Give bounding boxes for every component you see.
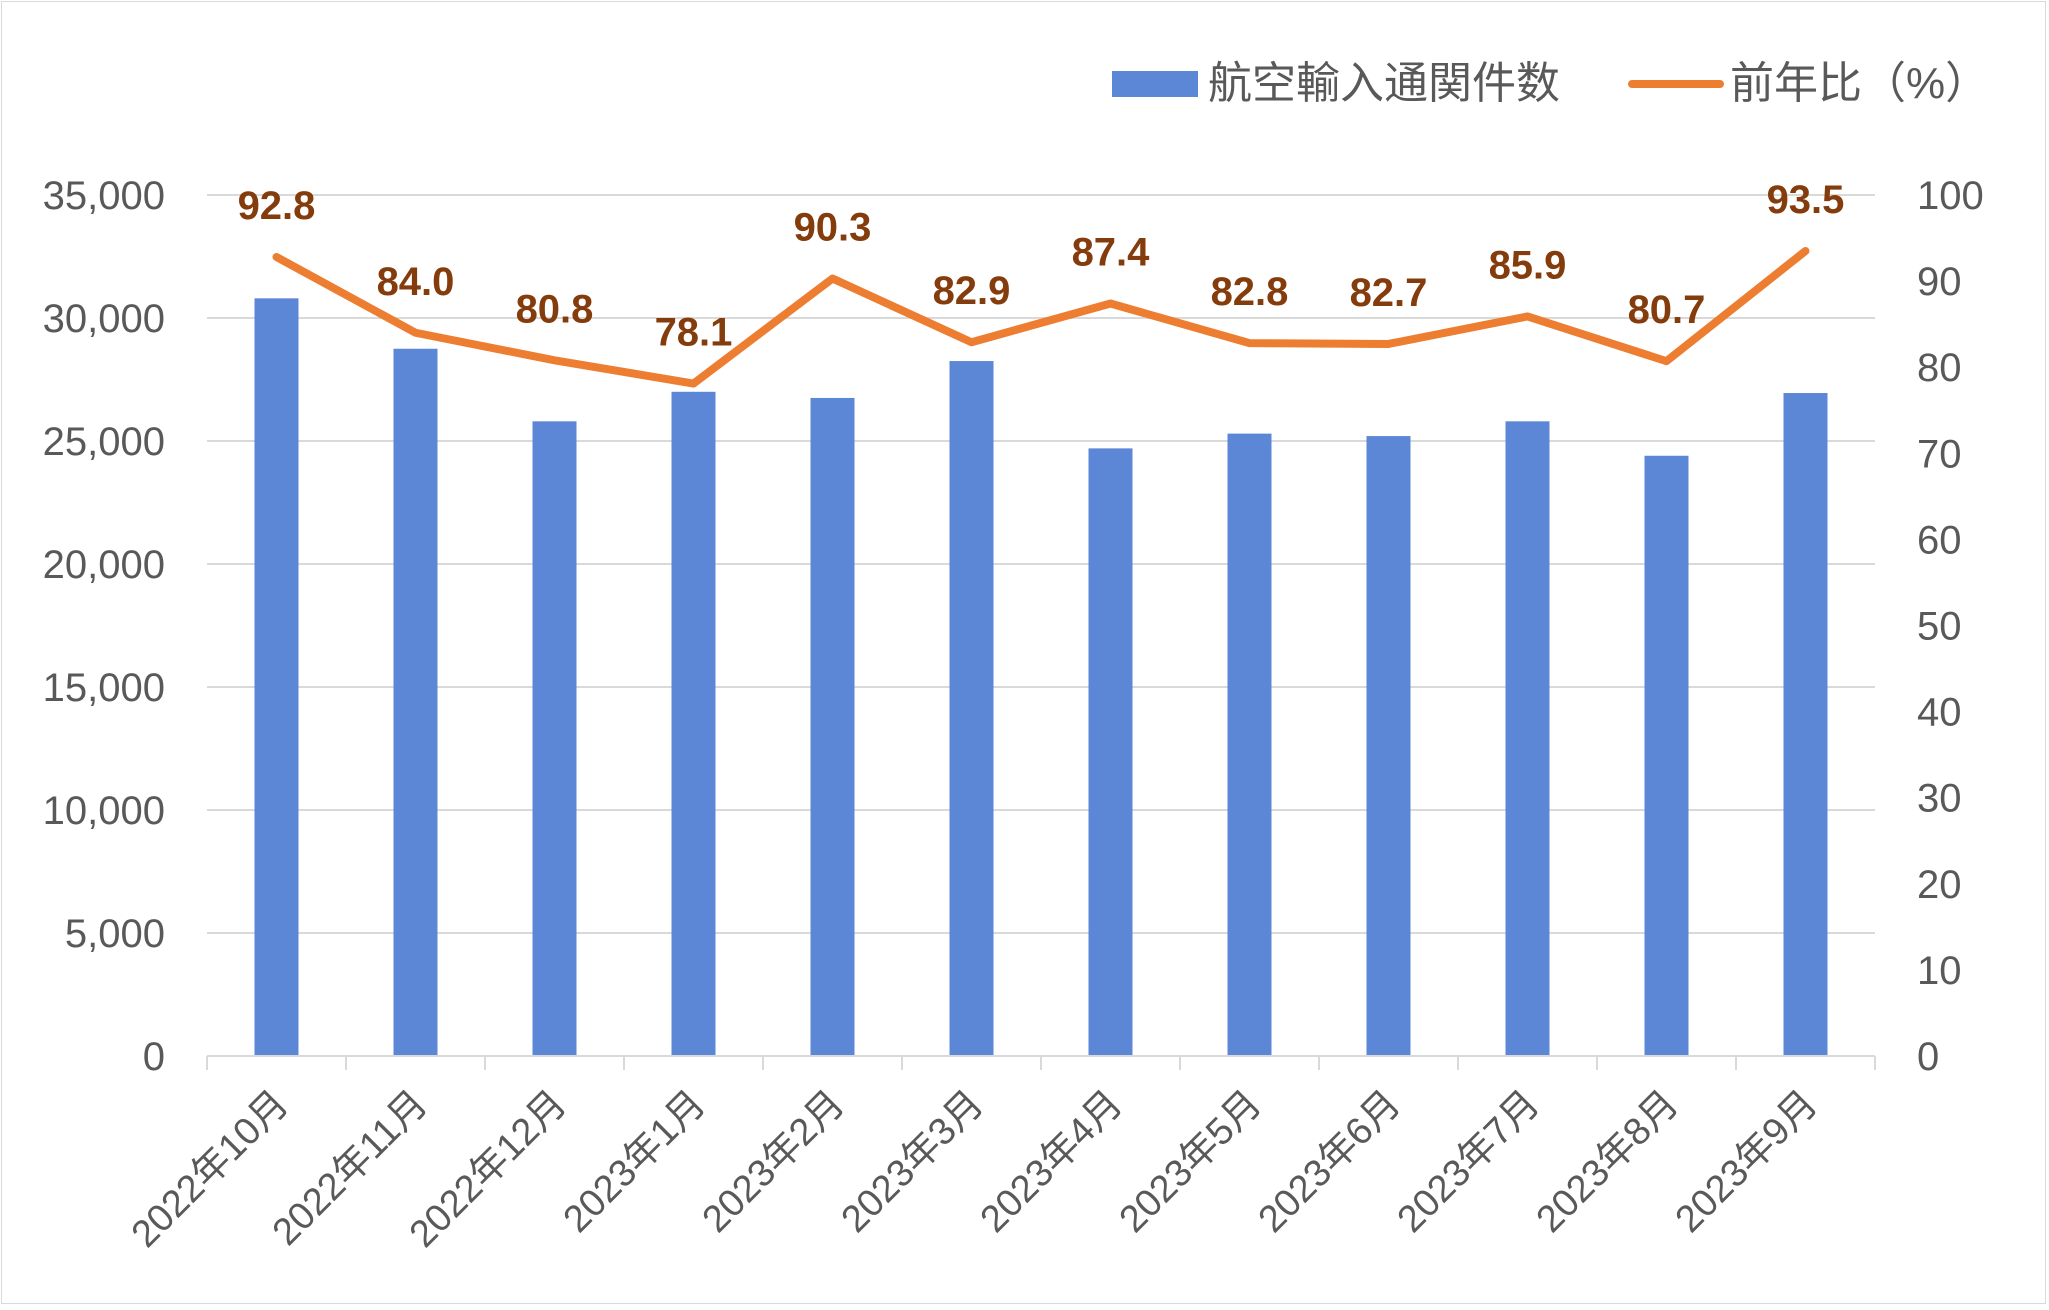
- bar: [949, 361, 994, 1056]
- bar-series: [254, 298, 1828, 1057]
- y-left-tick-label: 5,000: [65, 912, 165, 956]
- data-label: 92.8: [238, 184, 316, 228]
- y-left-tick-label: 30,000: [43, 297, 165, 341]
- bar: [1505, 421, 1550, 1056]
- bar: [254, 298, 299, 1056]
- ratio-line: [272, 246, 1810, 388]
- bar: [393, 348, 438, 1056]
- x-tick-label: 2023年3月: [834, 1083, 992, 1241]
- bar: [1227, 433, 1272, 1056]
- y-right-tick-label: 10: [1917, 949, 1962, 993]
- bar: [810, 397, 855, 1056]
- data-label: 93.5: [1767, 178, 1845, 222]
- y-right-tick-label: 70: [1917, 432, 1962, 476]
- x-tick-label: 2023年4月: [973, 1083, 1131, 1241]
- y-right-tick-label: 30: [1917, 777, 1962, 821]
- y-left-tick-label: 25,000: [43, 420, 165, 464]
- y-right-tick-label: 100: [1917, 174, 1984, 218]
- data-label: 80.8: [516, 287, 594, 331]
- data-labels: 92.8 84.0 80.8 78.1 90.3 82.9 87.4 82.8 82.7 85.9…: [238, 178, 1845, 355]
- legend-bar-swatch: [1112, 71, 1198, 97]
- x-tick-label: 2023年7月: [1390, 1083, 1548, 1241]
- legend: 航空輸入通関件数 前年比（%）: [1112, 59, 1989, 108]
- bar: [671, 391, 716, 1056]
- y-left-tick-label: 15,000: [43, 666, 165, 710]
- data-label: 84.0: [377, 260, 455, 304]
- data-label: 82.7: [1350, 271, 1428, 315]
- y-left-tick-label: 35,000: [43, 174, 165, 218]
- data-label: 82.9: [933, 269, 1011, 313]
- legend-line-label: 前年比（%）: [1730, 59, 1989, 108]
- y-right-tick-label: 50: [1917, 605, 1962, 649]
- y-left-tick-label: 0: [143, 1035, 165, 1079]
- y-right-tick-label: 40: [1917, 691, 1962, 735]
- line-series: [272, 246, 1810, 388]
- y-right-tick-label: 20: [1917, 863, 1962, 907]
- y-right-tick-label: 80: [1917, 346, 1962, 390]
- bar: [1366, 436, 1411, 1057]
- x-tick-label: 2023年6月: [1251, 1083, 1409, 1241]
- data-label: 78.1: [655, 311, 733, 355]
- gridlines: [207, 194, 1875, 934]
- bar: [1088, 448, 1133, 1056]
- bar: [1644, 455, 1689, 1056]
- bar: [1783, 393, 1828, 1056]
- legend-bar-label: 航空輸入通関件数: [1208, 59, 1560, 108]
- data-label: 90.3: [794, 206, 872, 250]
- data-label: 85.9: [1489, 243, 1567, 287]
- x-tick-label: 2023年8月: [1529, 1083, 1687, 1241]
- data-label: 80.7: [1628, 288, 1706, 332]
- y-left-tick-label: 20,000: [43, 543, 165, 587]
- y-right-tick-label: 60: [1917, 518, 1962, 562]
- x-tick-label: 2023年9月: [1668, 1083, 1826, 1241]
- y-right-tick-label: 90: [1917, 260, 1962, 304]
- x-tick-label: 2023年1月: [556, 1083, 714, 1241]
- y-left-tick-label: 10,000: [43, 789, 165, 833]
- x-tick-label: 2023年5月: [1112, 1083, 1270, 1241]
- y-right-tick-label: 0: [1917, 1035, 1939, 1079]
- data-label: 82.8: [1211, 270, 1289, 314]
- bar: [532, 421, 577, 1056]
- x-tick-label: 2023年2月: [695, 1083, 853, 1241]
- data-label: 87.4: [1072, 230, 1151, 274]
